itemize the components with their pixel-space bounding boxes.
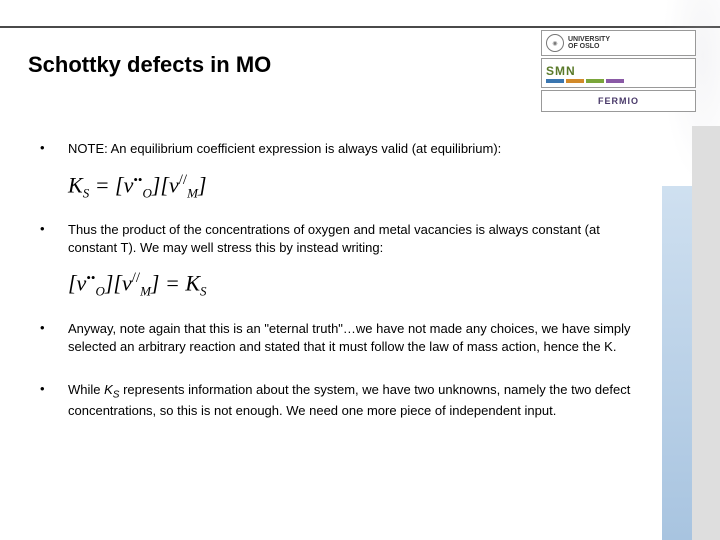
smn-bar: [546, 79, 564, 83]
slide-content: • NOTE: An equilibrium coefficient expre…: [40, 140, 640, 434]
bullet-item: • While KS represents information about …: [40, 381, 640, 420]
bullet-marker: •: [40, 381, 68, 396]
smn-text: SMN: [546, 64, 576, 78]
fermio-text: FERMIO: [598, 96, 639, 106]
smn-bar: [606, 79, 624, 83]
bullet-text: NOTE: An equilibrium coefficient express…: [68, 140, 501, 158]
smn-bar: [566, 79, 584, 83]
uio-logo: ◉ UNIVERSITY OF OSLO: [541, 30, 696, 56]
side-gray-bar: [692, 126, 720, 540]
top-border: [0, 26, 720, 28]
bullet-marker: •: [40, 140, 68, 155]
smn-logo: SMN: [541, 58, 696, 88]
bullet-text: Thus the product of the concentrations o…: [68, 221, 640, 256]
bullet-marker: •: [40, 221, 68, 236]
fermio-logo: FERMIO: [541, 90, 696, 112]
smn-bars: [546, 79, 624, 83]
smn-bar: [586, 79, 604, 83]
side-blue-bar: [662, 186, 692, 540]
bullet-marker: •: [40, 320, 68, 335]
equation-1: KS = [v••O][v//M]: [68, 172, 640, 202]
slide-title: Schottky defects in MO: [28, 52, 271, 78]
bullet-item: • Anyway, note again that this is an "et…: [40, 320, 640, 355]
bullet-item: • NOTE: An equilibrium coefficient expre…: [40, 140, 640, 158]
bullet-text: While KS represents information about th…: [68, 381, 640, 420]
bullet-item: • Thus the product of the concentrations…: [40, 221, 640, 256]
bullet-text: Anyway, note again that this is an "eter…: [68, 320, 640, 355]
logo-block: ◉ UNIVERSITY OF OSLO SMN FERMIO: [541, 30, 696, 126]
equation-2: [v••O][v//M] = KS: [68, 270, 640, 300]
uio-seal-icon: ◉: [546, 34, 564, 52]
uio-text: UNIVERSITY OF OSLO: [568, 36, 610, 50]
